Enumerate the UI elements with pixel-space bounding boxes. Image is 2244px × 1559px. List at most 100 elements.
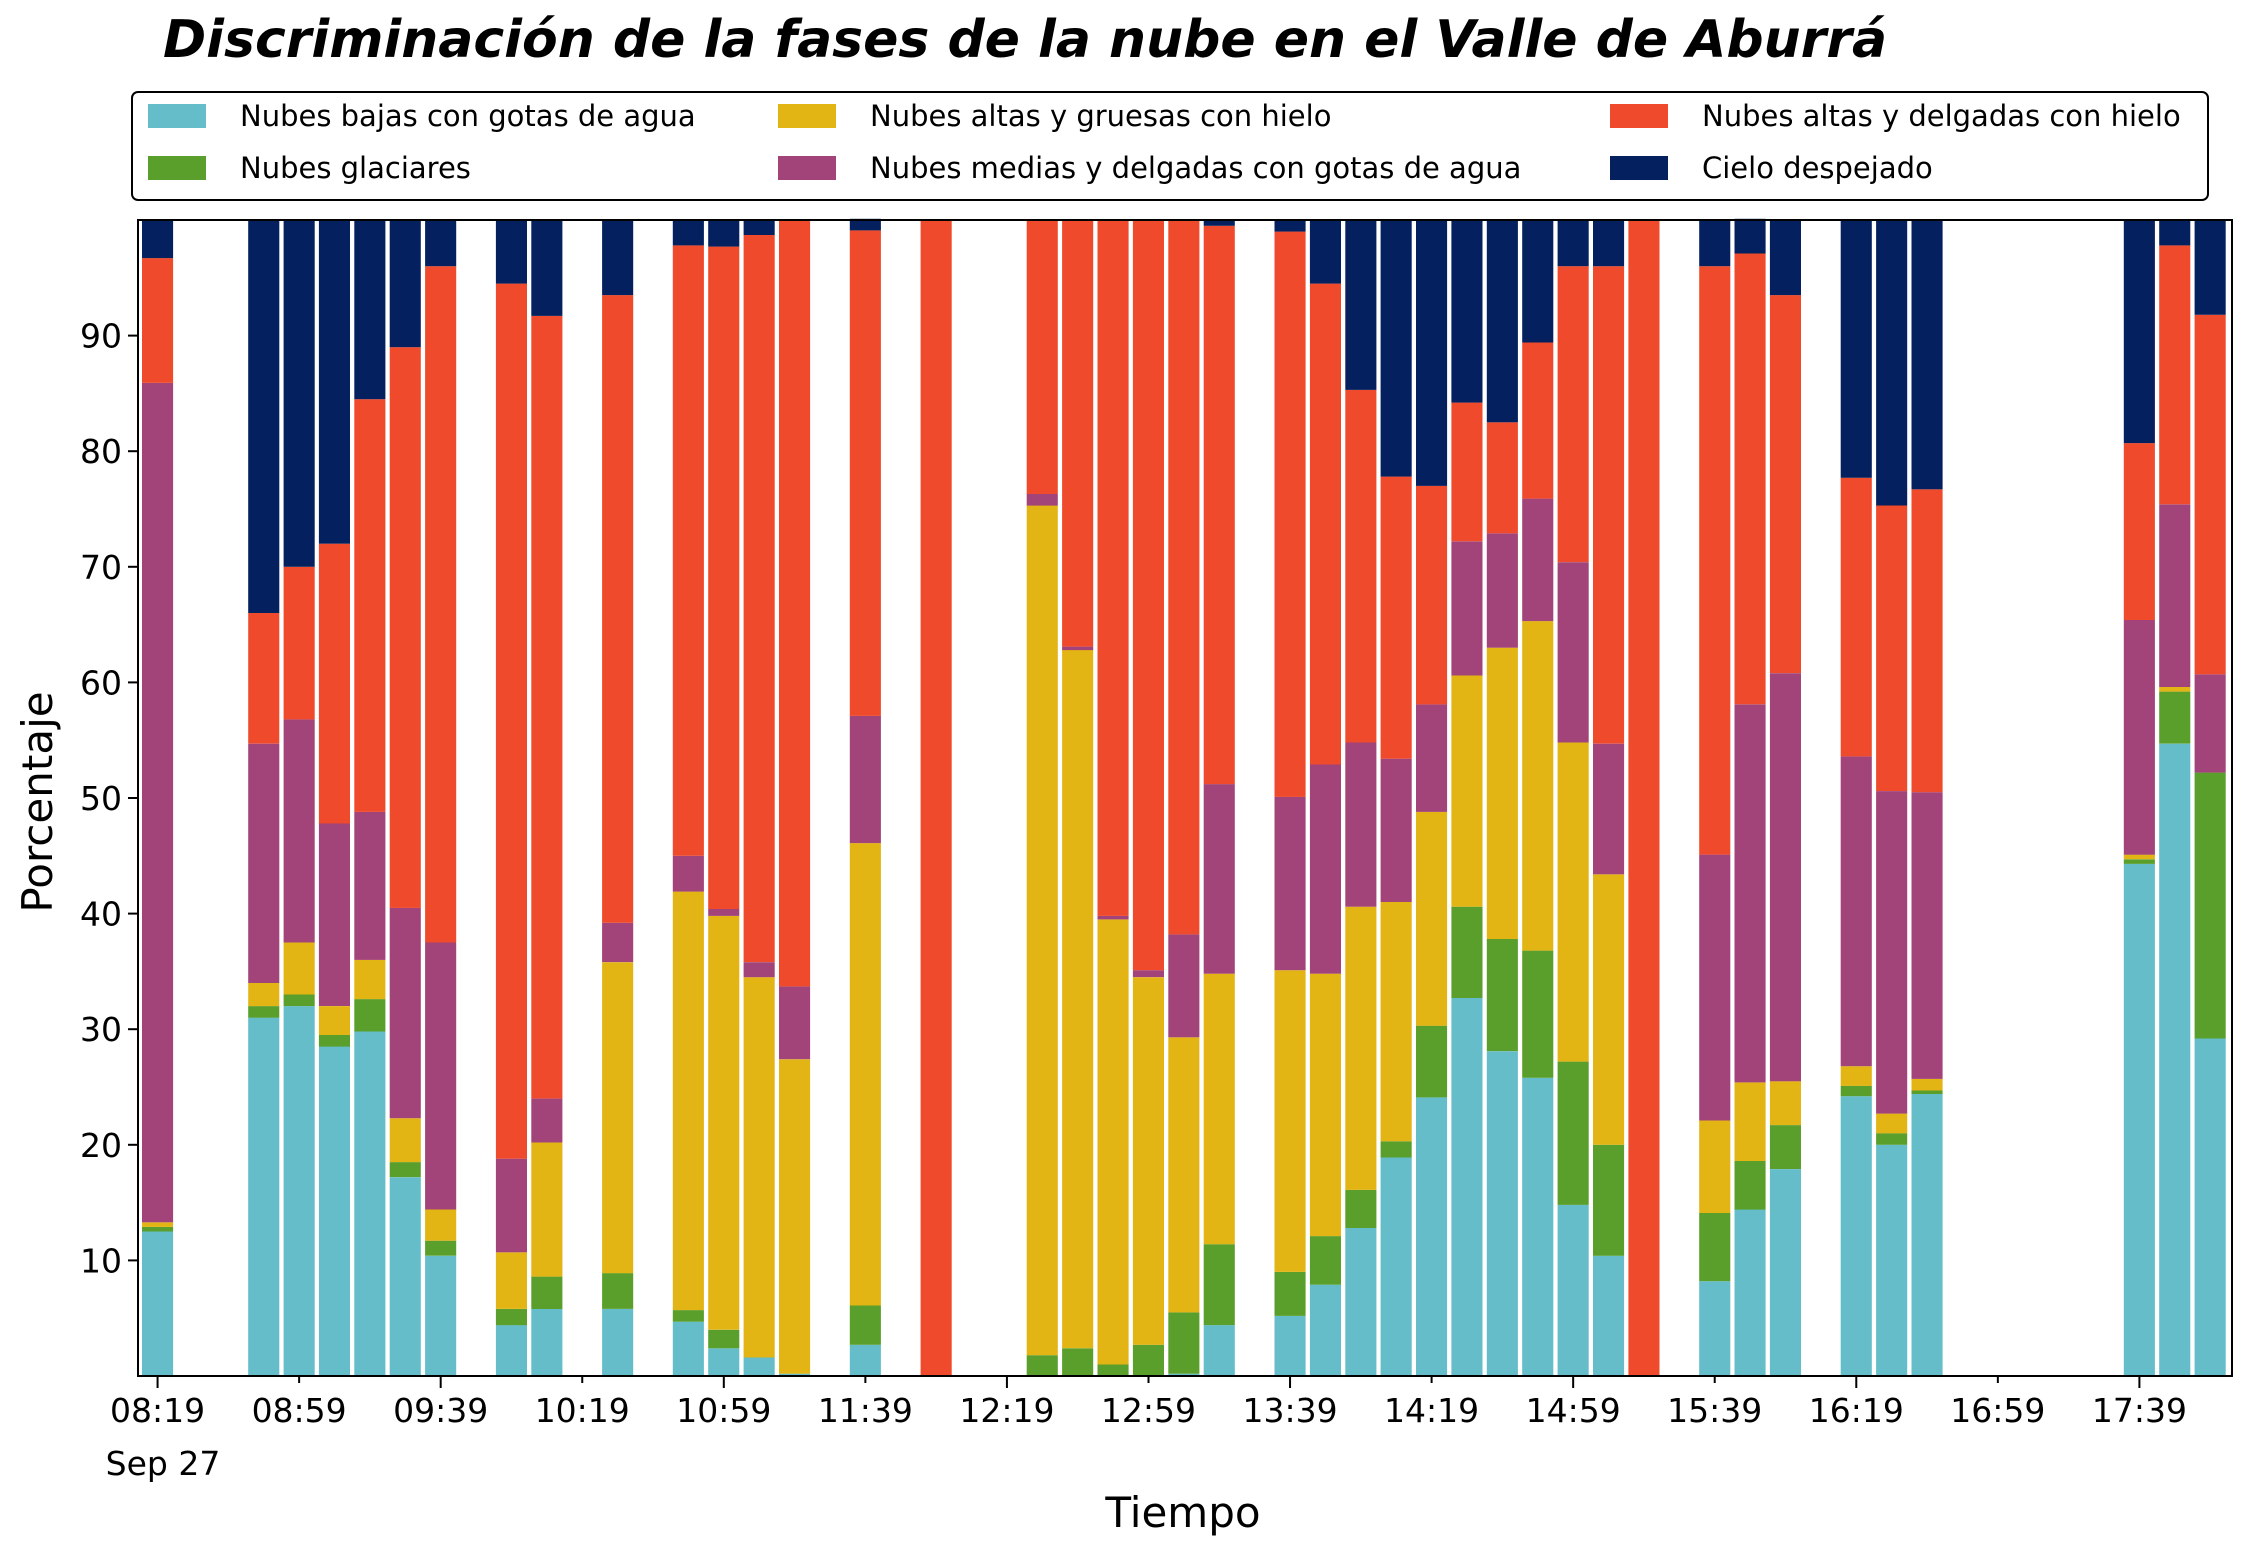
bar-segment-0-2 <box>142 1222 174 1227</box>
bar-segment-8-2 <box>425 1209 457 1241</box>
bar-segment-48-5 <box>1840 220 1872 478</box>
bar-segment-18-2 <box>779 1059 811 1374</box>
bar-segment-15-4 <box>672 245 704 856</box>
bar-segment-33-0 <box>1309 1284 1341 1376</box>
bar-segment-32-5 <box>1274 220 1306 232</box>
bar-segment-6-2 <box>354 959 386 1000</box>
bar-segment-58-0 <box>2194 1038 2226 1376</box>
bar-segment-36-3 <box>1416 704 1448 812</box>
bar-segment-34-4 <box>1345 389 1377 743</box>
bar-segment-58-3 <box>2194 674 2226 773</box>
bar-segment-58-5 <box>2194 220 2226 315</box>
bar-segment-5-3 <box>318 823 350 1006</box>
bar-segment-13-2 <box>602 962 634 1274</box>
x-tick-label: 14:59 <box>1526 1391 1621 1430</box>
bar-segment-20-2 <box>849 843 881 1306</box>
bar-segment-8-4 <box>425 266 457 943</box>
bar-segment-36-2 <box>1416 811 1448 1026</box>
bar-segment-37-0 <box>1451 998 1483 1376</box>
bar-segment-20-3 <box>849 715 881 844</box>
bar-segment-30-4 <box>1203 225 1235 785</box>
bar-segment-30-3 <box>1203 784 1235 974</box>
bar-segment-57-4 <box>2159 245 2191 505</box>
bar-segment-50-4 <box>1911 489 1943 793</box>
bar-segment-17-0 <box>743 1357 775 1376</box>
bar-segment-39-5 <box>1522 220 1554 343</box>
x-tick-label: 08:59 <box>252 1391 347 1430</box>
bar-segment-46-4 <box>1769 295 1801 674</box>
legend-item: Nubes bajas con gotas de agua <box>148 99 696 133</box>
bar-segment-0-4 <box>142 258 174 383</box>
bar-segment-0-5 <box>142 220 174 259</box>
bar-segment-26-3 <box>1062 646 1094 651</box>
bar-segment-4-1 <box>283 994 315 1007</box>
y-tick-label: 30 <box>80 1010 122 1049</box>
bar-segment-34-5 <box>1345 220 1377 390</box>
bar-segment-56-3 <box>2123 620 2155 855</box>
bar-segment-30-5 <box>1203 220 1235 226</box>
bar-segment-27-1 <box>1097 1364 1129 1376</box>
bar-segment-15-2 <box>672 891 704 1311</box>
bar-segment-7-3 <box>389 907 421 1119</box>
bar-segment-41-0 <box>1593 1255 1625 1376</box>
bar-segment-25-3 <box>1026 494 1058 506</box>
bar-segment-57-1 <box>2159 691 2191 744</box>
x-tick-label: 16:19 <box>1809 1391 1904 1430</box>
legend-item: Cielo despejado <box>1610 151 1933 185</box>
bar-segment-25-2 <box>1026 505 1058 1356</box>
bar-segment-50-1 <box>1911 1090 1943 1094</box>
bar-segment-45-2 <box>1734 1082 1766 1161</box>
bar-segment-13-0 <box>602 1309 634 1376</box>
bar-segment-46-2 <box>1769 1081 1801 1126</box>
bar-segment-44-5 <box>1699 220 1731 267</box>
bar-segment-5-4 <box>318 543 350 824</box>
bar-segment-13-4 <box>602 295 634 923</box>
bar-segment-56-4 <box>2123 443 2155 620</box>
bar-segment-56-0 <box>2123 863 2155 1376</box>
bar-segment-18-3 <box>779 986 811 1060</box>
bar-segment-40-4 <box>1557 266 1589 563</box>
bar-segment-28-4 <box>1132 220 1164 971</box>
bar-segment-34-1 <box>1345 1189 1377 1228</box>
bar-segment-36-4 <box>1416 485 1448 705</box>
bar-segment-35-3 <box>1380 758 1412 902</box>
bar-segment-38-1 <box>1486 939 1518 1052</box>
bar-segment-48-1 <box>1840 1085 1872 1097</box>
bar-segment-0-1 <box>142 1226 174 1232</box>
bar-segment-39-3 <box>1522 498 1554 622</box>
bar-segment-46-5 <box>1769 220 1801 296</box>
x-tick-label: 15:39 <box>1667 1391 1762 1430</box>
bar-segment-17-5 <box>743 220 775 235</box>
bar-segment-48-4 <box>1840 477 1872 757</box>
bar-segment-29-1 <box>1168 1312 1200 1374</box>
bar-segment-4-4 <box>283 566 315 720</box>
legend-label: Cielo despejado <box>1702 151 1933 185</box>
bar-segment-50-2 <box>1911 1078 1943 1091</box>
bar-segment-16-0 <box>708 1348 740 1376</box>
bar-segment-57-5 <box>2159 220 2191 246</box>
y-tick-label: 50 <box>80 779 122 818</box>
bar-segment-37-2 <box>1451 675 1483 907</box>
y-tick-label: 60 <box>80 663 122 702</box>
bar-segment-44-2 <box>1699 1120 1731 1213</box>
bar-segment-16-1 <box>708 1329 740 1349</box>
bar-segment-17-4 <box>743 235 775 963</box>
bar-segment-11-2 <box>531 1142 563 1277</box>
bar-segment-35-0 <box>1380 1157 1412 1376</box>
bar-segment-57-3 <box>2159 504 2191 687</box>
y-tick-label: 70 <box>80 548 122 587</box>
bar-segment-20-5 <box>849 218 881 231</box>
bar-segment-29-4 <box>1168 220 1200 935</box>
bar-segment-32-3 <box>1274 796 1306 971</box>
bar-segment-13-5 <box>602 220 634 296</box>
bar-segment-35-4 <box>1380 476 1412 759</box>
bar-segment-32-2 <box>1274 970 1306 1272</box>
bar-segment-28-3 <box>1132 970 1164 978</box>
bar-segment-34-0 <box>1345 1228 1377 1376</box>
y-tick-label: 20 <box>80 1126 122 1165</box>
bar-segment-27-3 <box>1097 915 1129 920</box>
bar-segment-32-0 <box>1274 1315 1306 1376</box>
bar-segment-8-1 <box>425 1240 457 1256</box>
bar-segment-17-3 <box>743 962 775 978</box>
